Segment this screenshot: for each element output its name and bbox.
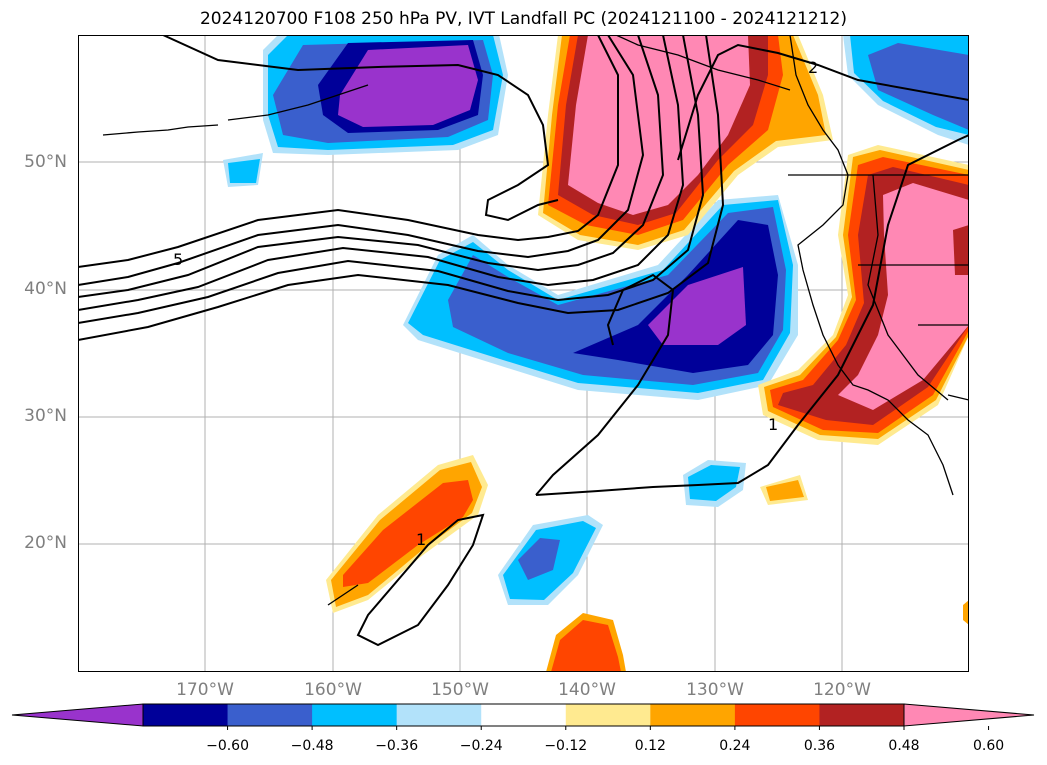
colorbar-outline [142,703,905,727]
colorbar-tick-label: −0.60 [206,738,249,754]
lon-label-140w: 140°W [558,680,616,700]
colorbar-segment [734,704,820,726]
colorbar-segment [227,704,313,726]
lon-label-160w: 160°W [304,680,362,700]
map-plot: 5 2 1 1 [78,35,969,672]
colorbar-segment [565,704,651,726]
negative-anomaly-northeast [843,35,969,145]
colorbar-segment [143,704,229,726]
colorbar-segment [650,704,736,726]
contour-label-5: 5 [173,250,183,269]
pv-contours [78,35,969,647]
colorbar-tick-label: −0.24 [459,738,503,754]
colorbar-extend-high [903,703,1035,727]
lon-label-170w: 170°W [176,680,234,700]
contour-labels: 5 2 1 1 [173,58,818,549]
colorbar-tick-label: −0.48 [290,738,334,754]
colorbar-segment [819,704,905,726]
chart-title: 2024120700 F108 250 hPa PV, IVT Landfall… [199,9,847,29]
coastlines [102,35,969,606]
colorbar-segment [396,704,482,726]
positive-anomaly-north-central [538,35,833,250]
lon-label-120w: 120°W [813,680,871,700]
positive-anomaly-east [758,145,969,445]
map-panel[interactable]: 5 2 1 1 [78,35,969,672]
colorbar-segment [312,704,398,726]
colorbar-tick-label: −0.36 [375,738,419,754]
negative-anomaly-south [498,460,746,605]
colorbar-tick-label: 0.36 [803,738,836,754]
colorbar-tick-label: 0.12 [634,738,666,754]
colorbar-segment [481,704,567,726]
colorbar-tick-label: −0.12 [544,738,588,754]
lon-label-150w: 150°W [431,680,489,700]
contour-label-1-south: 1 [416,530,426,549]
lat-label-20n: 20°N [24,533,67,553]
negative-anomaly-central [403,195,798,400]
positive-anomaly-southwest [326,455,488,613]
contour-label-1-east: 1 [768,415,778,434]
contour-label-2: 2 [808,58,818,77]
lat-label-40n: 40°N [24,279,67,299]
lon-label-130w: 130°W [686,680,744,700]
colorbar-tick-label: 0.24 [719,738,751,754]
lat-label-30n: 30°N [24,406,67,426]
positive-anomaly-south [546,475,969,672]
colorbar [11,703,1035,730]
colorbar-tick-label: 0.60 [972,738,1005,754]
negative-anomaly-northwest [223,35,508,187]
colorbar-extend-low [11,703,144,727]
lat-label-50n: 50°N [24,152,67,172]
colorbar-tick-label: 0.48 [888,738,920,754]
